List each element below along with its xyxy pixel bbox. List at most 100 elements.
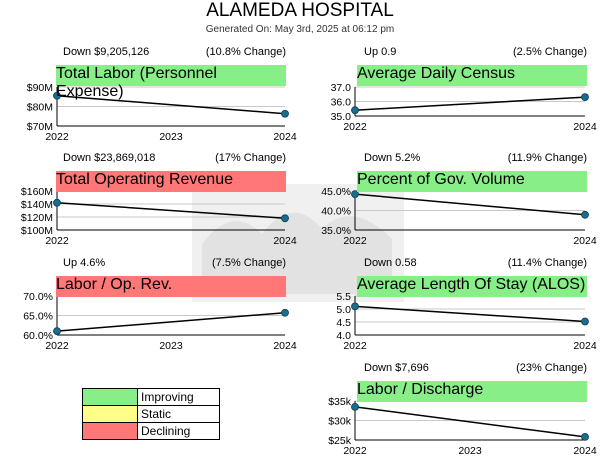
chart-5-y-tick-label: 60.0% [23,330,53,342]
chart-6-data-point [581,317,589,326]
chart-3-x-tick-label: 2024 [273,235,297,247]
chart-2-data-point [581,93,589,102]
chart-3-y-tick-label: $120M [21,212,53,224]
chart-5-title: Labor / Op. Rev. [56,276,286,297]
chart-6-change-label: (11.4% Change) [507,257,587,269]
chart-5-data-point [281,308,289,317]
chart-5-change-label: (7.5% Change) [212,257,286,269]
chart-7-y-tick-label: $35k [328,396,352,408]
page-title: ALAMEDA HOSPITAL [206,0,394,21]
chart-5-x-tick-label: 2022 [45,340,69,352]
chart-7-x-tick-label: 2024 [573,445,597,457]
chart-6-y-tick-label: 5.5 [336,291,351,303]
chart-2-y-tick-label: 37.0 [331,82,352,94]
legend: Improving Static Declining [82,388,220,440]
chart-4: 35.0% 40.0% 45.0% 2022 2024 [321,186,597,247]
chart-3-y-tick-label: $140M [21,199,53,211]
chart-7-direction-label: Down $7,696 [364,362,429,374]
chart-1-y-tick-label: $80M [27,102,53,114]
chart-7-data-point [351,402,359,411]
chart-7-y-tick-label: $25k [328,435,352,447]
chart-7-data-point [581,432,589,441]
legend-item-improving: Improving [83,389,219,406]
chart-3-direction-label: Down $23,869,018 [63,152,156,164]
chart-6-y-tick-label: 4.5 [336,317,351,329]
chart-4-x-tick-label: 2024 [573,235,597,247]
chart-3-y-tick-label: $100M [21,225,53,237]
legend-label-improving: Improving [141,390,194,404]
chart-1-change-label: (10.8% Change) [205,46,286,58]
chart-4-data-point [581,210,589,219]
legend-item-declining: Declining [83,423,219,439]
chart-2-title: Average Daily Census [357,65,587,86]
chart-3-change-label: (17% Change) [215,152,286,164]
chart-4-x-tick-label: 2022 [343,235,367,247]
chart-7: $25k $30k $35k 2022 2023 2024 [328,396,597,457]
chart-5-data-point [53,327,61,336]
chart-3-x-tick-label: 2022 [45,235,69,247]
chart-1: $70M $80M $90M 2022 2023 2024 [27,82,297,143]
chart-3-data-point [53,198,61,207]
chart-5: 60.0% 65.0% 70.0% 2022 2023 2024 [23,291,297,352]
chart-3-data-point [281,214,289,223]
chart-2-x-tick-label: 2022 [343,121,367,133]
chart-6-y-tick-label: 5.0 [336,304,351,316]
chart-2-direction-label: Up 0.9 [364,46,397,58]
legend-swatch-improving [83,389,138,405]
chart-6-direction-label: Down 0.58 [364,257,417,269]
chart-3-series-line [56,201,286,220]
chart-3-y-tick-label: $160M [21,186,53,198]
chart-5-series-line [56,312,286,332]
legend-label-declining: Declining [141,424,191,438]
chart-6-y-tick-label: 4.0 [336,330,351,342]
chart-4-change-label: (11.9% Change) [507,152,587,164]
chart-5-x-tick-label: 2023 [159,340,183,352]
chart-6-title: Average Length Of Stay (ALOS) [357,276,587,297]
chart-1-title: Total Labor (Personnel Expense) [56,65,286,100]
legend-swatch-static [83,406,138,422]
chart-1-x-tick-label: 2024 [273,131,297,143]
chart-6: 4.04.55.05.5 2022 2024 [336,291,596,352]
chart-5-y-tick-label: 70.0% [23,291,53,303]
chart-6-series-line [354,305,586,323]
chart-7-series-line [354,406,586,438]
chart-1-series-line [56,95,286,115]
chart-4-y-tick-label: 40.0% [321,206,351,218]
chart-7-x-tick-label: 2023 [458,445,482,457]
chart-2-y-tick-label: 35.0 [331,111,352,123]
chart-4-direction-label: Down 5.2% [364,152,421,164]
chart-4-series-line [354,193,586,216]
chart-2-data-point [351,106,359,115]
chart-7-title: Labor / Discharge [357,381,587,402]
legend-item-static: Static [83,406,219,423]
chart-2-series-line [354,96,586,111]
chart-1-y-tick-label: $90M [27,82,53,94]
chart-1-data-point [281,109,289,118]
chart-6-x-tick-label: 2022 [343,340,367,352]
chart-7-y-tick-label: $30k [328,416,352,428]
chart-2-change-label: (2.5% Change) [513,46,587,58]
chart-1-x-tick-label: 2022 [45,131,69,143]
chart-4-y-tick-label: 35.0% [321,225,351,237]
chart-3-title: Total Operating Revenue [56,171,286,192]
chart-4-y-tick-label: 45.0% [321,186,351,198]
chart-5-x-tick-label: 2024 [273,340,297,352]
chart-3: $100M$120M$140M$160M 2022 2024 [21,186,297,247]
chart-2-y-tick-label: 36.0 [331,97,352,109]
chart-5-direction-label: Up 4.6% [63,257,106,269]
generated-timestamp: Generated On: May 3rd, 2025 at 06:12 pm [205,24,395,35]
chart-6-x-tick-label: 2024 [573,340,597,352]
chart-6-data-point [351,302,359,311]
chart-1-direction-label: Down $9,205,126 [63,46,150,58]
chart-4-title: Percent of Gov. Volume [357,171,587,192]
chart-5-y-tick-label: 65.0% [23,311,53,323]
chart-2-x-tick-label: 2024 [573,121,597,133]
chart-1-data-point [53,91,61,100]
chart-1-y-tick-label: $70M [27,121,53,133]
chart-4-data-point [351,190,359,199]
legend-label-static: Static [141,407,172,421]
chart-1-x-tick-label: 2023 [159,131,183,143]
chart-7-change-label: (23% Change) [516,362,587,374]
legend-swatch-declining [83,423,138,439]
chart-7-x-tick-label: 2022 [343,445,367,457]
